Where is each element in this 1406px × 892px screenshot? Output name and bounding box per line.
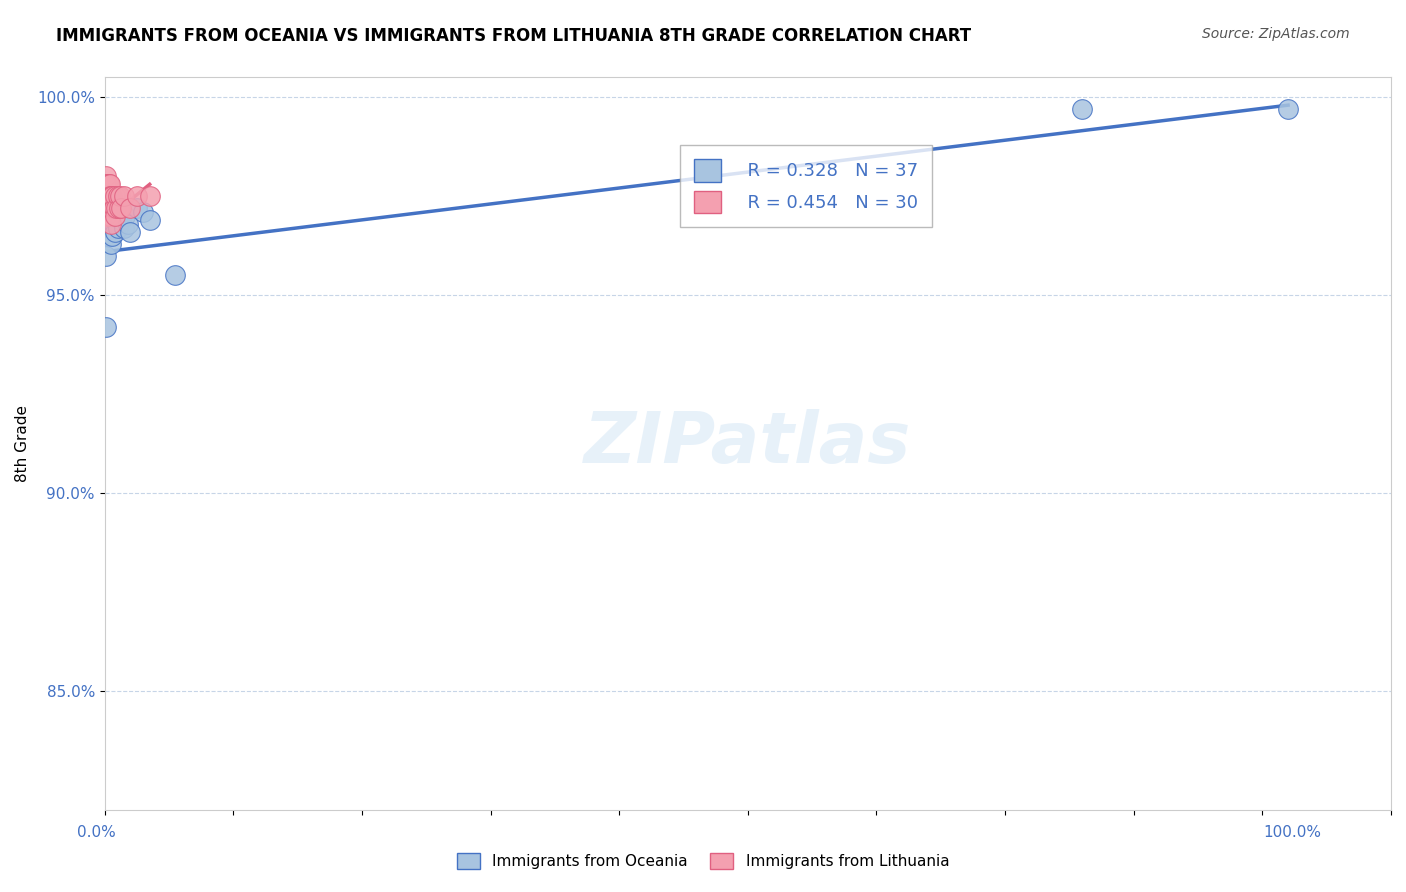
Point — [105, 201, 128, 215]
Point — [97, 178, 120, 192]
Point — [114, 209, 136, 223]
Point — [165, 268, 187, 283]
Point — [100, 217, 122, 231]
Point — [138, 189, 160, 203]
Point — [1071, 102, 1094, 116]
Point — [96, 201, 118, 215]
Point — [94, 228, 117, 243]
Point — [94, 178, 117, 192]
Point — [112, 220, 135, 235]
Point — [98, 178, 121, 192]
Y-axis label: 8th Grade: 8th Grade — [15, 405, 30, 482]
Point — [100, 201, 122, 215]
Text: Source: ZipAtlas.com: Source: ZipAtlas.com — [1202, 27, 1350, 41]
Point — [100, 217, 122, 231]
Text: 0.0%: 0.0% — [77, 825, 117, 839]
Point — [120, 201, 142, 215]
Point — [98, 189, 121, 203]
Point — [108, 209, 131, 223]
Point — [96, 189, 118, 203]
Point — [94, 201, 117, 215]
Text: 100.0%: 100.0% — [1264, 825, 1322, 839]
Text: ZIPatlas: ZIPatlas — [583, 409, 911, 478]
Point — [104, 189, 127, 203]
Point — [103, 201, 125, 215]
Point — [132, 205, 155, 219]
Point — [97, 209, 120, 223]
Point — [94, 248, 117, 262]
Point — [94, 209, 117, 223]
Point — [97, 201, 120, 215]
Point — [101, 228, 124, 243]
Point — [112, 189, 135, 203]
Point — [96, 201, 118, 215]
Point — [97, 189, 120, 203]
Text: IMMIGRANTS FROM OCEANIA VS IMMIGRANTS FROM LITHUANIA 8TH GRADE CORRELATION CHART: IMMIGRANTS FROM OCEANIA VS IMMIGRANTS FR… — [56, 27, 972, 45]
Legend:   R = 0.328   N = 37,   R = 0.454   N = 30: R = 0.328 N = 37, R = 0.454 N = 30 — [679, 145, 932, 227]
Point — [103, 217, 125, 231]
Point — [108, 209, 131, 223]
Point — [107, 189, 129, 203]
Point — [104, 225, 127, 239]
Point — [100, 189, 122, 203]
Point — [101, 189, 124, 203]
Point — [138, 213, 160, 227]
Point — [107, 201, 129, 215]
Point — [104, 209, 127, 223]
Point — [107, 220, 129, 235]
Point — [94, 189, 117, 203]
Point — [120, 225, 142, 239]
Point — [125, 201, 148, 215]
Point — [98, 209, 121, 223]
Point — [104, 201, 127, 215]
Point — [94, 169, 117, 184]
Point — [110, 213, 132, 227]
Point — [96, 189, 118, 203]
Point — [96, 178, 118, 192]
Legend: Immigrants from Oceania, Immigrants from Lithuania: Immigrants from Oceania, Immigrants from… — [451, 847, 955, 875]
Point — [110, 201, 132, 215]
Point — [100, 197, 122, 211]
Point — [94, 189, 117, 203]
Point — [125, 189, 148, 203]
Point — [94, 319, 117, 334]
Point — [117, 217, 139, 231]
Point — [97, 228, 120, 243]
Point — [97, 193, 120, 207]
Point — [105, 209, 128, 223]
Point — [96, 217, 118, 231]
Point — [108, 189, 131, 203]
Point — [98, 189, 121, 203]
Point — [108, 201, 131, 215]
Point — [1277, 102, 1299, 116]
Point — [100, 236, 122, 251]
Point — [98, 201, 121, 215]
Point — [101, 209, 124, 223]
Point — [94, 209, 117, 223]
